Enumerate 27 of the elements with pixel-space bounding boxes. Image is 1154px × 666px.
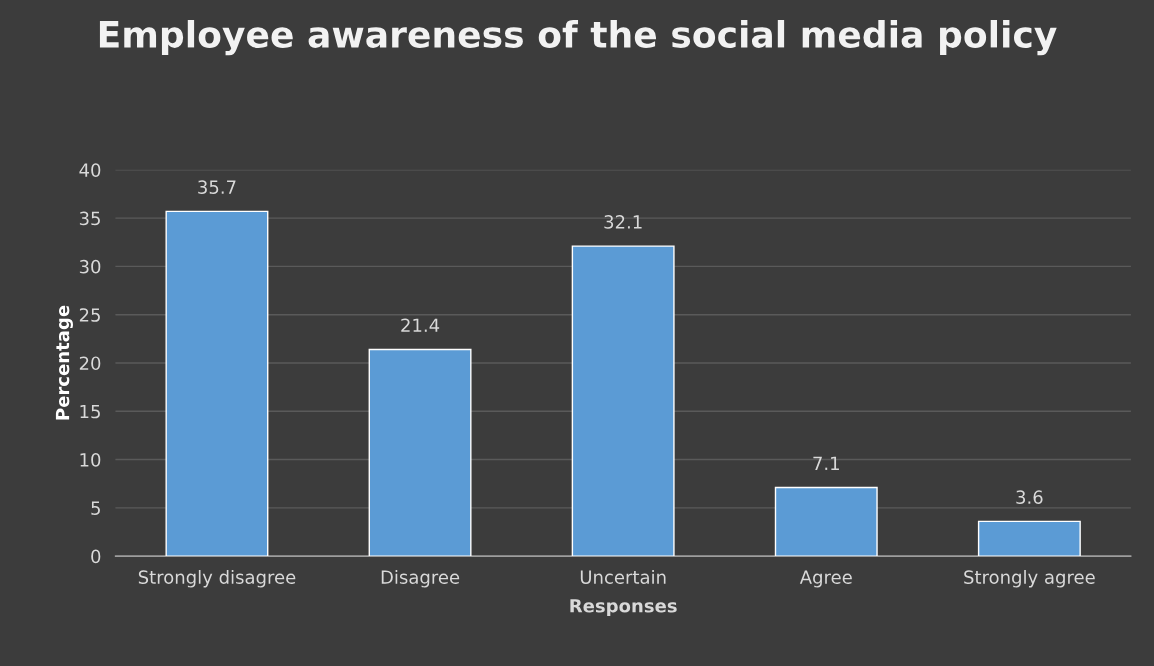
y-tick-label: 15 xyxy=(80,404,100,419)
y-tick-label: 40 xyxy=(79,163,101,177)
bar xyxy=(571,245,675,557)
data-label: 35.7 xyxy=(198,180,236,194)
data-label: 7.1 xyxy=(813,456,839,470)
chart-title: Employee awareness of the social media policy xyxy=(99,19,1057,56)
x-tick-label: Agree xyxy=(799,570,852,588)
y-tick-label: 10 xyxy=(80,453,101,467)
data-label: 3.6 xyxy=(1016,490,1043,504)
bar xyxy=(977,520,1081,557)
y-tick-label: 35 xyxy=(79,211,100,226)
data-label: 32.1 xyxy=(604,215,642,229)
x-axis-title: Responses xyxy=(570,599,677,617)
y-tick-label: 5 xyxy=(91,501,100,515)
data-label: 21.4 xyxy=(401,318,440,332)
y-tick-label: 25 xyxy=(79,308,100,322)
x-tick-label: Strongly agree xyxy=(964,570,1095,588)
y-tick-label: 0 xyxy=(91,549,101,564)
y-axis-title: Percentage xyxy=(55,305,73,420)
y-tick-label: 20 xyxy=(79,356,101,371)
x-tick-label: Uncertain xyxy=(580,570,666,584)
bar xyxy=(774,486,878,557)
x-tick-label: Disagree xyxy=(381,570,460,588)
x-tick-label: Strongly disagree xyxy=(138,570,296,588)
bar xyxy=(368,348,472,557)
y-tick-label: 30 xyxy=(79,259,101,274)
bar xyxy=(165,210,269,557)
